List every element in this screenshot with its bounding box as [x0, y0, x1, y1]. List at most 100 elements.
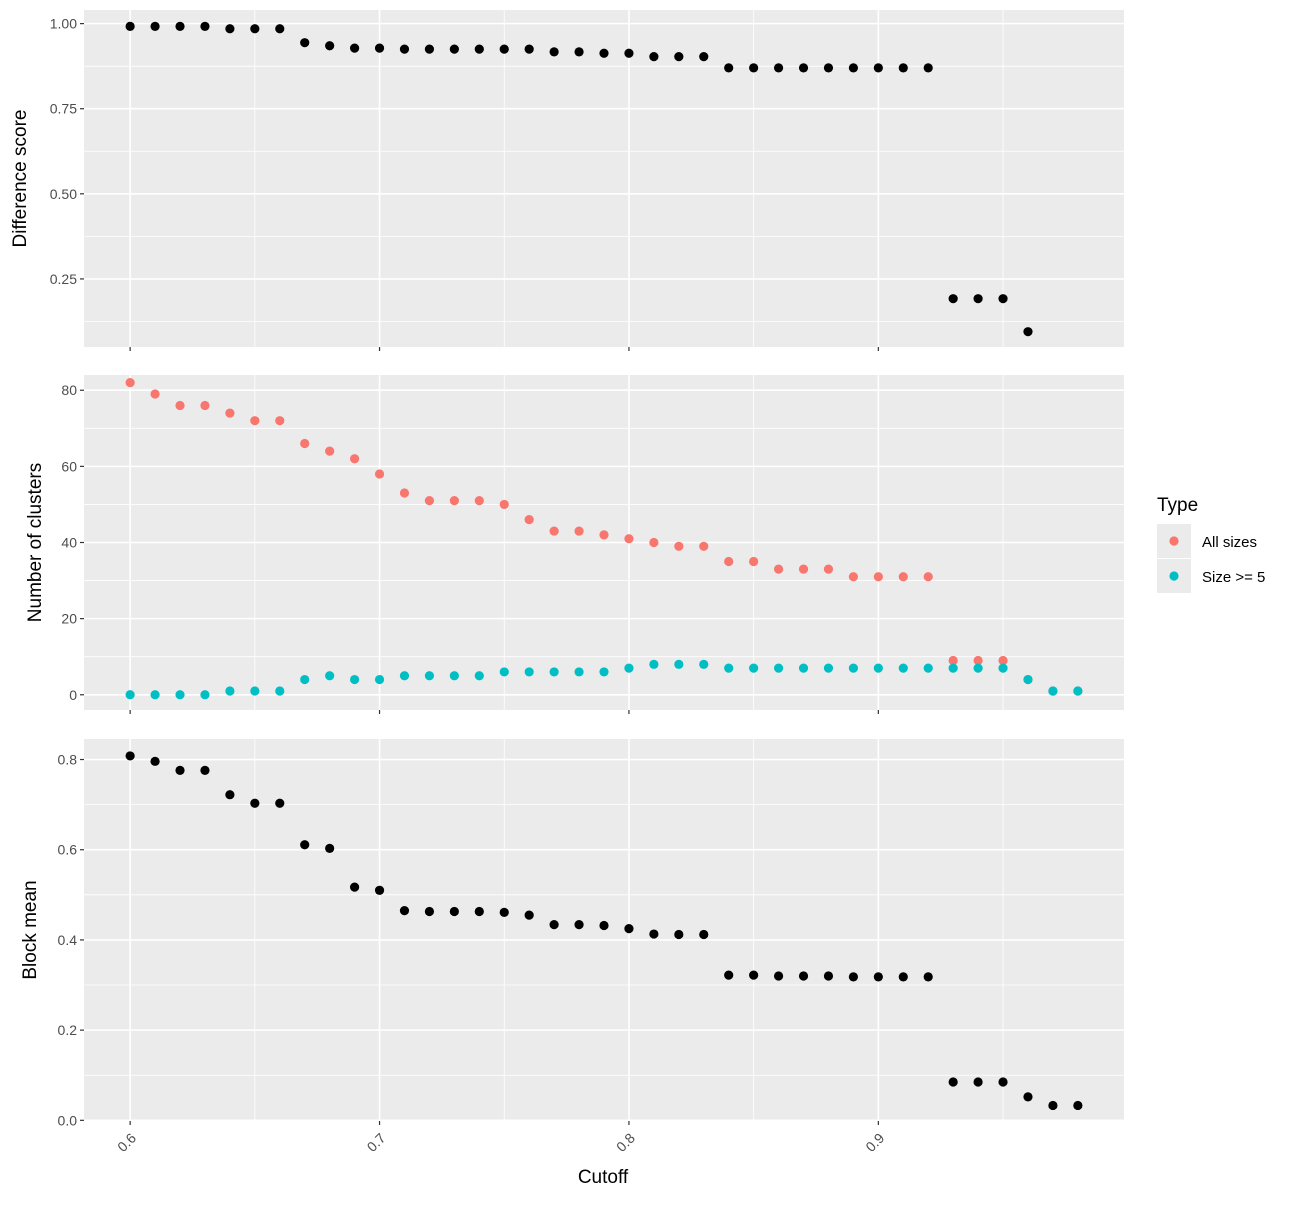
data-point: [699, 52, 709, 62]
data-point: [374, 885, 385, 895]
data-point: [848, 663, 859, 673]
data-point: [275, 686, 285, 696]
legend-title: Type: [1157, 495, 1198, 516]
data-point: [349, 882, 360, 892]
data-point: [923, 972, 933, 982]
y-tick-label: 0.75: [50, 101, 77, 117]
data-point: [823, 971, 834, 981]
data-point: [325, 446, 335, 456]
data-point: [250, 686, 260, 696]
data-point: [150, 389, 160, 399]
data-point: [225, 408, 235, 418]
data-point: [724, 970, 734, 980]
data-point: [973, 294, 983, 304]
legend-label-size-ge-5: Size >= 5: [1202, 569, 1265, 586]
data-point: [848, 63, 859, 73]
data-point: [325, 41, 335, 51]
data-point: [624, 534, 634, 544]
data-point: [125, 21, 135, 31]
data-point: [225, 686, 235, 696]
data-point: [798, 663, 809, 673]
y-axis-title: Difference score: [10, 110, 31, 248]
data-point: [1023, 674, 1033, 685]
data-point: [973, 655, 983, 666]
data-point: [499, 667, 509, 677]
data-point: [873, 572, 883, 582]
y-tick-label: 0: [69, 687, 77, 703]
data-point: [649, 929, 659, 939]
data-point: [674, 52, 684, 62]
data-point: [923, 63, 933, 73]
data-point: [948, 655, 958, 666]
data-point: [125, 751, 135, 761]
data-point: [773, 663, 784, 673]
data-point: [973, 1077, 983, 1087]
data-point: [749, 556, 759, 567]
y-tick-label: 0.50: [50, 186, 77, 202]
panel-difference: 0.25 0.50 0.75 1.00 Difference score: [10, 10, 1124, 351]
data-point: [424, 906, 435, 917]
data-point: [449, 671, 459, 681]
data-point: [474, 671, 484, 681]
series-clusters-1: [125, 659, 1083, 700]
data-point: [649, 659, 659, 669]
data-point: [599, 48, 609, 58]
data-point: [275, 416, 285, 426]
data-point: [200, 400, 210, 411]
data-point: [549, 47, 559, 57]
y-axis-title: Number of clusters: [25, 463, 46, 622]
data-point: [399, 44, 410, 54]
data-point: [948, 1077, 958, 1087]
data-point: [250, 798, 260, 808]
data-point: [524, 515, 534, 525]
data-point: [1073, 686, 1083, 696]
data-point: [798, 564, 809, 574]
data-point: [599, 920, 609, 931]
data-point: [125, 378, 135, 388]
data-point: [998, 655, 1008, 666]
data-point: [474, 496, 484, 506]
data-point: [749, 63, 759, 73]
data-point: [674, 659, 684, 669]
data-point: [873, 63, 883, 73]
data-point: [798, 971, 809, 981]
data-point: [374, 469, 385, 479]
y-tick-label: 0.6: [58, 842, 78, 858]
data-point: [349, 454, 360, 464]
y-tick-label: 0.0: [58, 1112, 78, 1128]
data-point: [349, 674, 360, 685]
data-point: [998, 1077, 1008, 1087]
data-point: [1023, 1092, 1033, 1102]
data-point: [449, 44, 459, 54]
data-point: [823, 564, 834, 574]
data-point: [1048, 686, 1058, 696]
y-tick-label: 60: [61, 458, 77, 474]
data-point: [898, 663, 908, 673]
data-point: [499, 44, 509, 54]
data-point: [325, 843, 335, 853]
data-point: [200, 765, 210, 775]
y-tick-label: 0.2: [58, 1022, 78, 1038]
data-point: [549, 526, 559, 536]
data-point: [325, 671, 335, 681]
data-point: [724, 556, 734, 567]
series-difference-0: [125, 21, 1033, 337]
data-point: [524, 44, 534, 54]
y-tick-label: 1.00: [50, 16, 77, 32]
data-point: [773, 63, 784, 73]
data-point: [599, 530, 609, 540]
data-point: [275, 798, 285, 808]
data-point: [524, 910, 534, 920]
data-point: [499, 907, 509, 918]
data-point: [250, 416, 260, 426]
data-point: [300, 840, 310, 850]
data-point: [225, 24, 235, 34]
data-point: [574, 526, 584, 536]
data-point: [898, 572, 908, 582]
data-point: [798, 63, 809, 73]
data-point: [674, 929, 684, 940]
data-point: [773, 564, 784, 574]
data-point: [200, 690, 210, 700]
data-point: [624, 663, 634, 673]
